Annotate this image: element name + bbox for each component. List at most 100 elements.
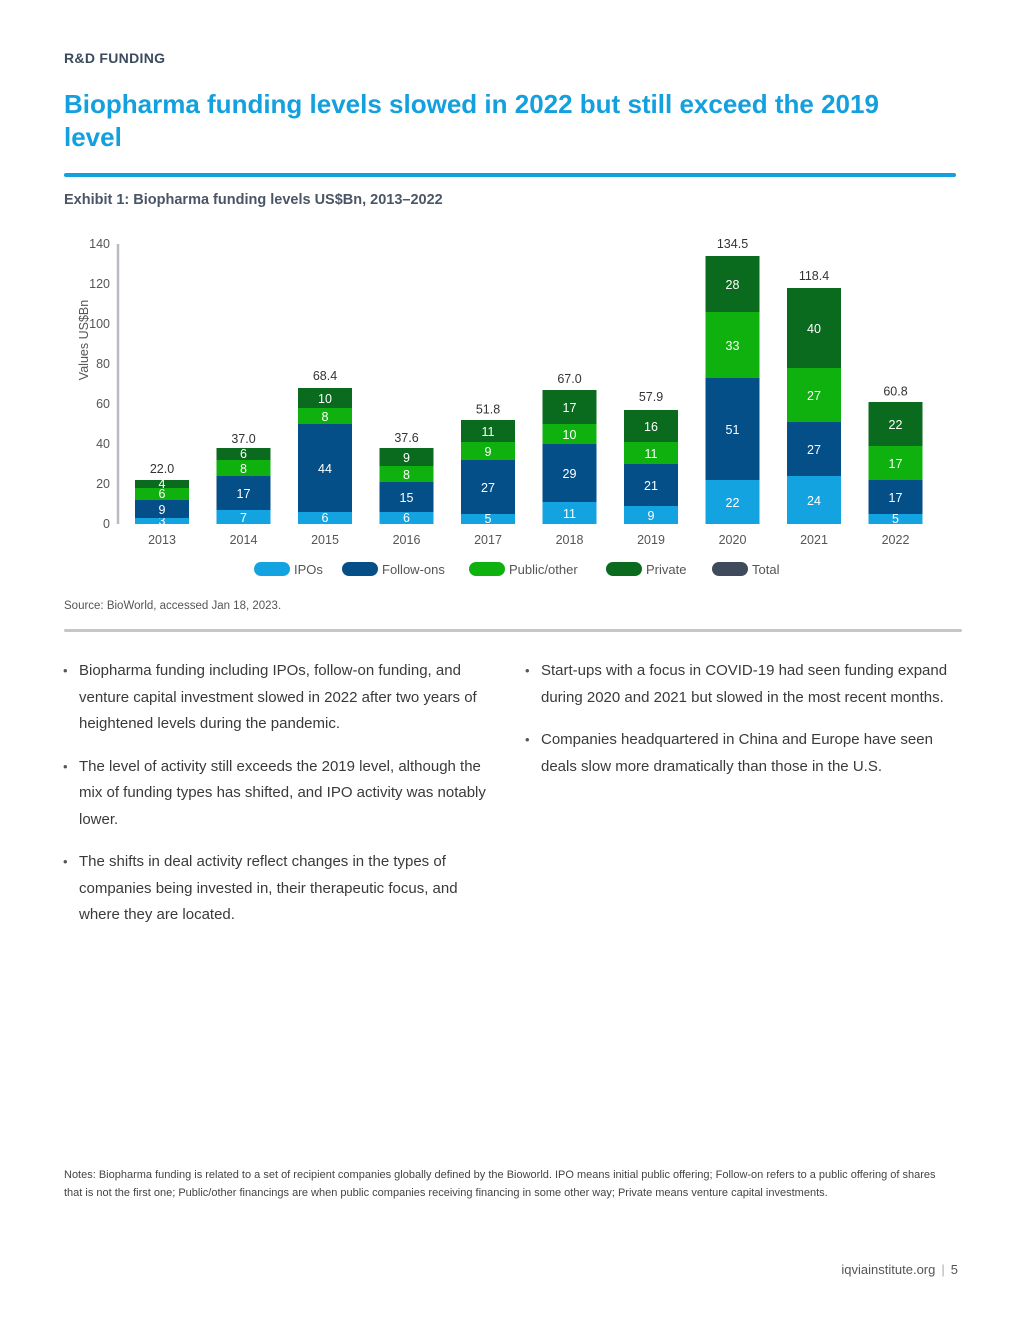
- total-label: 51.8: [476, 402, 500, 416]
- y-axis-label: Values US$Bn: [77, 300, 91, 380]
- bar-segment: [542, 502, 597, 524]
- data-label: 22: [889, 418, 903, 432]
- bar-segment: [461, 420, 515, 442]
- footnotes: Notes: Biopharma funding is related to a…: [64, 1169, 936, 1199]
- data-label: 10: [318, 392, 332, 406]
- bar-segment: [542, 424, 597, 444]
- data-label: 9: [648, 509, 655, 523]
- bar-segment: [787, 368, 841, 422]
- total-label: 68.4: [313, 369, 337, 383]
- data-label: 28: [726, 278, 740, 292]
- bar-segment: [542, 390, 597, 424]
- bar-segment: [135, 518, 189, 524]
- data-label: 6: [240, 447, 247, 461]
- legend-swatch: [342, 562, 378, 576]
- x-tick-label: 2020: [719, 533, 747, 547]
- data-label: 27: [807, 443, 821, 457]
- y-tick-label: 0: [103, 517, 110, 531]
- bullet-list-left: Biopharma funding including IPOs, follow…: [63, 658, 493, 945]
- data-label: 6: [403, 511, 410, 525]
- bar-segment: [216, 476, 271, 510]
- x-tick-label: 2022: [882, 533, 910, 547]
- legend-label: Follow-ons: [382, 562, 445, 577]
- bar-segment: [868, 446, 923, 480]
- bar-segment: [461, 442, 515, 460]
- data-label: 11: [563, 507, 576, 521]
- data-label: 21: [644, 479, 658, 493]
- bullet-item: The level of activity still exceeds the …: [63, 754, 493, 834]
- source-note: Source: BioWorld, accessed Jan 18, 2023.: [64, 600, 282, 612]
- total-label: 37.0: [231, 432, 255, 446]
- x-tick-label: 2014: [230, 533, 258, 547]
- data-label: 10: [563, 428, 577, 442]
- data-label: 33: [726, 339, 740, 353]
- bar-segment: [298, 388, 352, 408]
- data-label: 40: [807, 322, 821, 336]
- data-label: 11: [645, 447, 658, 461]
- headline-rule: [64, 173, 956, 177]
- y-tick-label: 40: [96, 437, 110, 451]
- data-label: 27: [807, 389, 821, 403]
- exhibit-title: Exhibit 1: Biopharma funding levels US$B…: [64, 192, 443, 208]
- bar-segment: [787, 288, 841, 368]
- y-tick-label: 120: [89, 277, 110, 291]
- bar-segment: [379, 482, 434, 512]
- total-label: 37.6: [394, 431, 418, 445]
- legend-label: IPOs: [294, 562, 323, 577]
- bar-segment: [868, 402, 923, 446]
- bar-segment: [705, 378, 760, 480]
- bullet-item: Biopharma funding including IPOs, follow…: [63, 658, 493, 738]
- data-label: 17: [889, 491, 903, 505]
- data-label: 5: [892, 512, 899, 526]
- x-tick-label: 2013: [148, 533, 176, 547]
- data-label: 17: [889, 457, 903, 471]
- x-tick-label: 2018: [556, 533, 584, 547]
- bullet-item: Start-ups with a focus in COVID-19 had s…: [525, 658, 955, 711]
- total-label: 67.0: [557, 372, 581, 386]
- y-tick-label: 140: [89, 237, 110, 251]
- bar-segment: [624, 464, 678, 506]
- data-label: 4: [159, 477, 166, 491]
- legend-swatch: [712, 562, 748, 576]
- data-label: 15: [400, 491, 414, 505]
- data-label: 9: [485, 445, 492, 459]
- bar-segment: [379, 466, 434, 482]
- legend-swatch: [254, 562, 290, 576]
- bar-segment: [298, 512, 352, 524]
- x-tick-label: 2015: [311, 533, 339, 547]
- data-label: 11: [482, 425, 495, 439]
- bullet-list-right: Start-ups with a focus in COVID-19 had s…: [525, 658, 955, 796]
- legend-swatch: [606, 562, 642, 576]
- footer-separator: |: [941, 1262, 945, 1277]
- data-label: 7: [240, 511, 247, 525]
- x-tick-label: 2021: [800, 533, 828, 547]
- bar-segment: [298, 408, 352, 424]
- data-label: 16: [644, 420, 658, 434]
- bar-segment: [787, 476, 841, 524]
- bar-segment: [461, 514, 515, 524]
- chart-legend: IPOs Follow-ons Public/other Private Total: [0, 558, 1020, 582]
- bar-segment: [135, 480, 189, 488]
- data-label: 17: [237, 487, 251, 501]
- bar-segment: [868, 514, 923, 524]
- section-label: R&D FUNDING: [64, 50, 166, 66]
- page-headline: Biopharma funding levels slowed in 2022 …: [64, 89, 879, 152]
- total-label: 118.4: [799, 269, 829, 283]
- x-tick-label: 2017: [474, 533, 502, 547]
- data-label: 27: [481, 481, 495, 495]
- bar-segment: [868, 480, 923, 514]
- bullet-item: The shifts in deal activity reflect chan…: [63, 849, 493, 929]
- data-label: 44: [318, 462, 332, 476]
- data-label: 29: [563, 467, 577, 481]
- x-tick-label: 2019: [637, 533, 665, 547]
- section-divider: [64, 629, 962, 632]
- bar-segment: [216, 460, 271, 476]
- total-label: 134.5: [717, 237, 748, 251]
- legend-swatch: [469, 562, 505, 576]
- data-label: 6: [159, 487, 166, 501]
- footer-site-link[interactable]: iqviainstitute.org: [841, 1262, 936, 1277]
- bar-segment: [624, 506, 678, 524]
- total-label: 22.0: [150, 462, 174, 476]
- bar-segment: [298, 424, 352, 512]
